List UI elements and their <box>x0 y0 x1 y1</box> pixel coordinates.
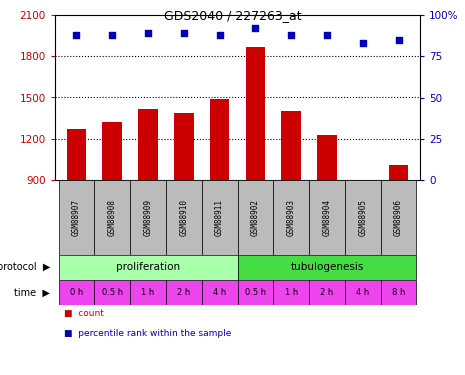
Point <box>216 32 223 38</box>
Point <box>252 25 259 31</box>
Text: 1 h: 1 h <box>285 288 298 297</box>
Bar <box>94 280 130 305</box>
Text: 4 h: 4 h <box>213 288 226 297</box>
Point <box>359 40 366 46</box>
Text: 2 h: 2 h <box>320 288 333 297</box>
Bar <box>389 165 408 180</box>
Bar <box>102 122 122 180</box>
Bar <box>238 255 417 280</box>
Text: 0 h: 0 h <box>70 288 83 297</box>
Point <box>395 37 402 43</box>
Bar <box>238 280 273 305</box>
Bar <box>309 180 345 255</box>
Text: ■  count: ■ count <box>64 309 104 318</box>
Text: GSM88910: GSM88910 <box>179 199 188 236</box>
Bar <box>345 280 381 305</box>
Bar <box>166 280 202 305</box>
Bar <box>309 280 345 305</box>
Bar <box>273 280 309 305</box>
Point <box>144 30 152 36</box>
Bar <box>281 111 301 180</box>
Bar <box>202 280 238 305</box>
Bar <box>59 280 94 305</box>
Bar <box>345 180 381 255</box>
Text: 2 h: 2 h <box>177 288 191 297</box>
Text: GSM88908: GSM88908 <box>108 199 117 236</box>
Text: 1 h: 1 h <box>141 288 155 297</box>
Text: GSM88911: GSM88911 <box>215 199 224 236</box>
Point <box>180 30 187 36</box>
Bar <box>166 180 202 255</box>
Point <box>287 32 295 38</box>
Bar <box>317 135 337 180</box>
Text: 8 h: 8 h <box>392 288 405 297</box>
Text: protocol  ▶: protocol ▶ <box>0 262 50 273</box>
Text: proliferation: proliferation <box>116 262 180 273</box>
Text: ■  percentile rank within the sample: ■ percentile rank within the sample <box>64 329 232 338</box>
Text: time  ▶: time ▶ <box>14 288 50 297</box>
Text: 0.5 h: 0.5 h <box>102 288 123 297</box>
Point <box>323 32 331 38</box>
Bar <box>66 129 86 180</box>
Point <box>73 32 80 38</box>
Bar <box>381 280 417 305</box>
Bar <box>59 180 94 255</box>
Bar <box>246 46 265 180</box>
Text: GSM88906: GSM88906 <box>394 199 403 236</box>
Text: tubulogenesis: tubulogenesis <box>290 262 364 273</box>
Bar <box>59 255 238 280</box>
Text: GSM88902: GSM88902 <box>251 199 260 236</box>
Text: 4 h: 4 h <box>356 288 369 297</box>
Bar <box>94 180 130 255</box>
Bar <box>202 180 238 255</box>
Text: GSM88909: GSM88909 <box>144 199 153 236</box>
Bar <box>353 180 372 184</box>
Bar <box>273 180 309 255</box>
Bar <box>130 180 166 255</box>
Bar <box>381 180 417 255</box>
Text: 0.5 h: 0.5 h <box>245 288 266 297</box>
Bar <box>130 280 166 305</box>
Bar <box>138 109 158 180</box>
Text: GSM88904: GSM88904 <box>322 199 332 236</box>
Bar <box>174 112 193 180</box>
Text: GSM88905: GSM88905 <box>358 199 367 236</box>
Point <box>108 32 116 38</box>
Text: GDS2040 / 227263_at: GDS2040 / 227263_at <box>164 9 301 22</box>
Text: GSM88903: GSM88903 <box>287 199 296 236</box>
Bar <box>210 99 229 180</box>
Bar <box>238 180 273 255</box>
Text: GSM88907: GSM88907 <box>72 199 81 236</box>
